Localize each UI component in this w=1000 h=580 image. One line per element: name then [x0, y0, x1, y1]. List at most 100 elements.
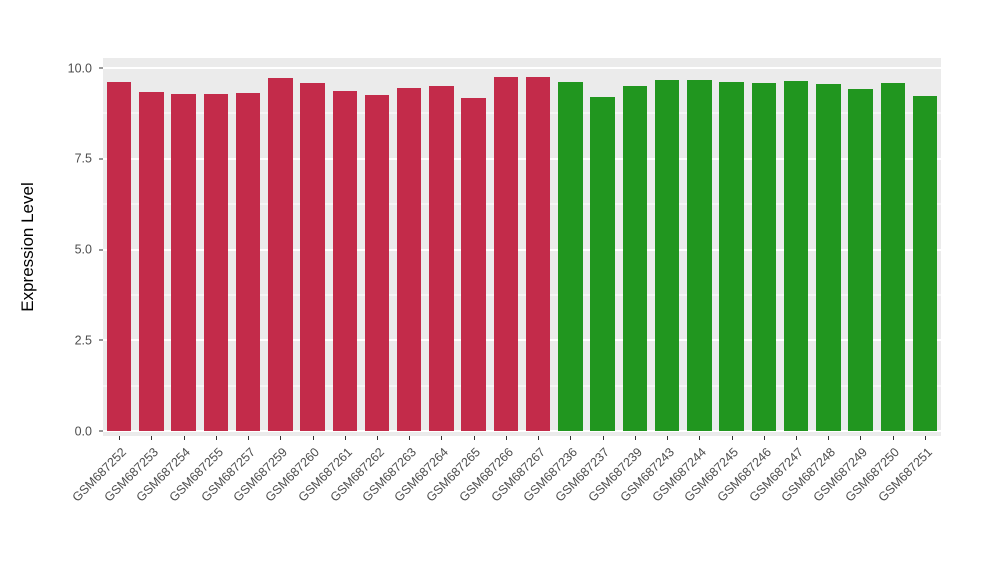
bar-slot: [167, 58, 199, 431]
x-tick-mark: [151, 436, 153, 440]
y-tick-mark: [99, 249, 103, 250]
x-tick-mark: [860, 436, 862, 440]
bar-GSM687254: [171, 94, 196, 431]
bar-slot: [844, 58, 876, 431]
bar-GSM687260: [300, 83, 325, 431]
bar-GSM687264: [429, 86, 454, 431]
bar-GSM687255: [203, 94, 229, 431]
bar-slot: [329, 58, 361, 431]
bar-GSM687251: [912, 96, 938, 431]
y-tick-mark: [99, 430, 103, 432]
bar-slot: [458, 58, 490, 431]
x-tick-mark: [505, 436, 507, 440]
bar-GSM687262: [364, 94, 390, 431]
bar-slot: [232, 58, 264, 431]
x-tick-mark: [183, 436, 185, 440]
bar-GSM687247: [783, 80, 809, 431]
bar-GSM687250: [880, 83, 905, 431]
minor-gridline: [103, 203, 941, 205]
x-tick-mark: [924, 436, 926, 440]
bar-GSM687237: [590, 97, 615, 431]
bar-slot: [683, 58, 715, 431]
major-gridline: [103, 248, 941, 251]
y-tick-label: 7.5: [74, 151, 92, 166]
bar-slot: [103, 58, 135, 431]
bar-slot: [296, 58, 328, 431]
bar-GSM687244: [687, 79, 712, 431]
x-tick-mark: [441, 436, 443, 440]
x-tick-mark: [280, 436, 282, 440]
x-tick-mark: [409, 436, 411, 440]
bar-GSM687236: [558, 81, 583, 431]
x-tick-mark: [248, 436, 250, 440]
bar-GSM687257: [235, 93, 261, 431]
bar-GSM687259: [268, 78, 293, 431]
bar-slot: [780, 58, 812, 431]
bar-GSM687249: [848, 89, 873, 431]
bar-GSM687266: [493, 77, 519, 431]
bar-slot: [651, 58, 683, 431]
x-tick-mark: [634, 436, 636, 440]
bar-GSM687261: [332, 90, 357, 431]
x-tick-mark: [795, 436, 797, 440]
bar-slot: [200, 58, 232, 431]
bar-GSM687263: [396, 87, 422, 431]
bar-GSM687239: [622, 86, 648, 431]
bar-GSM687246: [751, 83, 777, 431]
bar-GSM687265: [461, 97, 486, 431]
bar-slot: [135, 58, 167, 431]
y-axis-tick-labels: 0.0 2.5 5.0 7.5 10.0: [0, 58, 103, 438]
major-gridline: [103, 339, 941, 342]
x-tick-mark: [731, 436, 733, 440]
x-tick-mark: [312, 436, 314, 440]
bar-slot: [619, 58, 651, 431]
bar-slot: [909, 58, 941, 431]
x-tick-mark: [119, 436, 121, 440]
x-tick-mark: [344, 436, 346, 440]
bar-slot: [522, 58, 554, 431]
minor-gridline: [103, 112, 941, 114]
y-tick-label: 2.5: [74, 333, 92, 347]
y-tick-label: 0.0: [74, 423, 92, 438]
major-gridline: [103, 430, 941, 432]
bar-slot: [554, 58, 586, 431]
x-tick-mark: [376, 436, 378, 440]
bar-GSM687253: [139, 92, 164, 431]
bar-slot: [748, 58, 780, 431]
x-tick-mark: [570, 436, 572, 440]
x-tick-mark: [215, 436, 217, 440]
bar-GSM687245: [719, 81, 744, 431]
x-tick-mark: [473, 436, 475, 440]
bars-container: [103, 58, 941, 431]
bar-slot: [877, 58, 909, 431]
plot-panel: [103, 58, 941, 436]
y-tick-label: 5.0: [74, 242, 92, 257]
bar-slot: [264, 58, 296, 431]
bar-slot: [393, 58, 425, 431]
y-tick-label: 10.0: [67, 60, 92, 75]
x-tick-mark: [667, 436, 669, 440]
bar-GSM687243: [654, 79, 680, 431]
x-axis-tick-labels: GSM687252 GSM687253 GSM687254 GSM687255 GSM6…: [69, 436, 941, 546]
minor-gridline: [103, 294, 941, 296]
major-gridline: [103, 67, 941, 69]
bar-GSM687267: [525, 77, 551, 431]
bar-slot: [715, 58, 747, 431]
x-tick-mark: [699, 436, 701, 440]
x-tick-mark: [602, 436, 604, 440]
y-tick-mark: [99, 67, 103, 69]
bar-slot: [587, 58, 619, 431]
bar-slot: [812, 58, 844, 431]
bar-slot: [425, 58, 457, 431]
bar-slot: [490, 58, 522, 431]
minor-gridline: [103, 385, 941, 387]
x-tick-mark: [538, 436, 540, 440]
bar-slot: [361, 58, 393, 431]
x-tick-mark: [828, 436, 830, 440]
bar-GSM687248: [816, 84, 841, 431]
y-tick-mark: [99, 158, 103, 160]
bar-GSM687252: [106, 81, 132, 431]
major-gridline: [103, 157, 941, 160]
y-tick-mark: [99, 339, 103, 341]
